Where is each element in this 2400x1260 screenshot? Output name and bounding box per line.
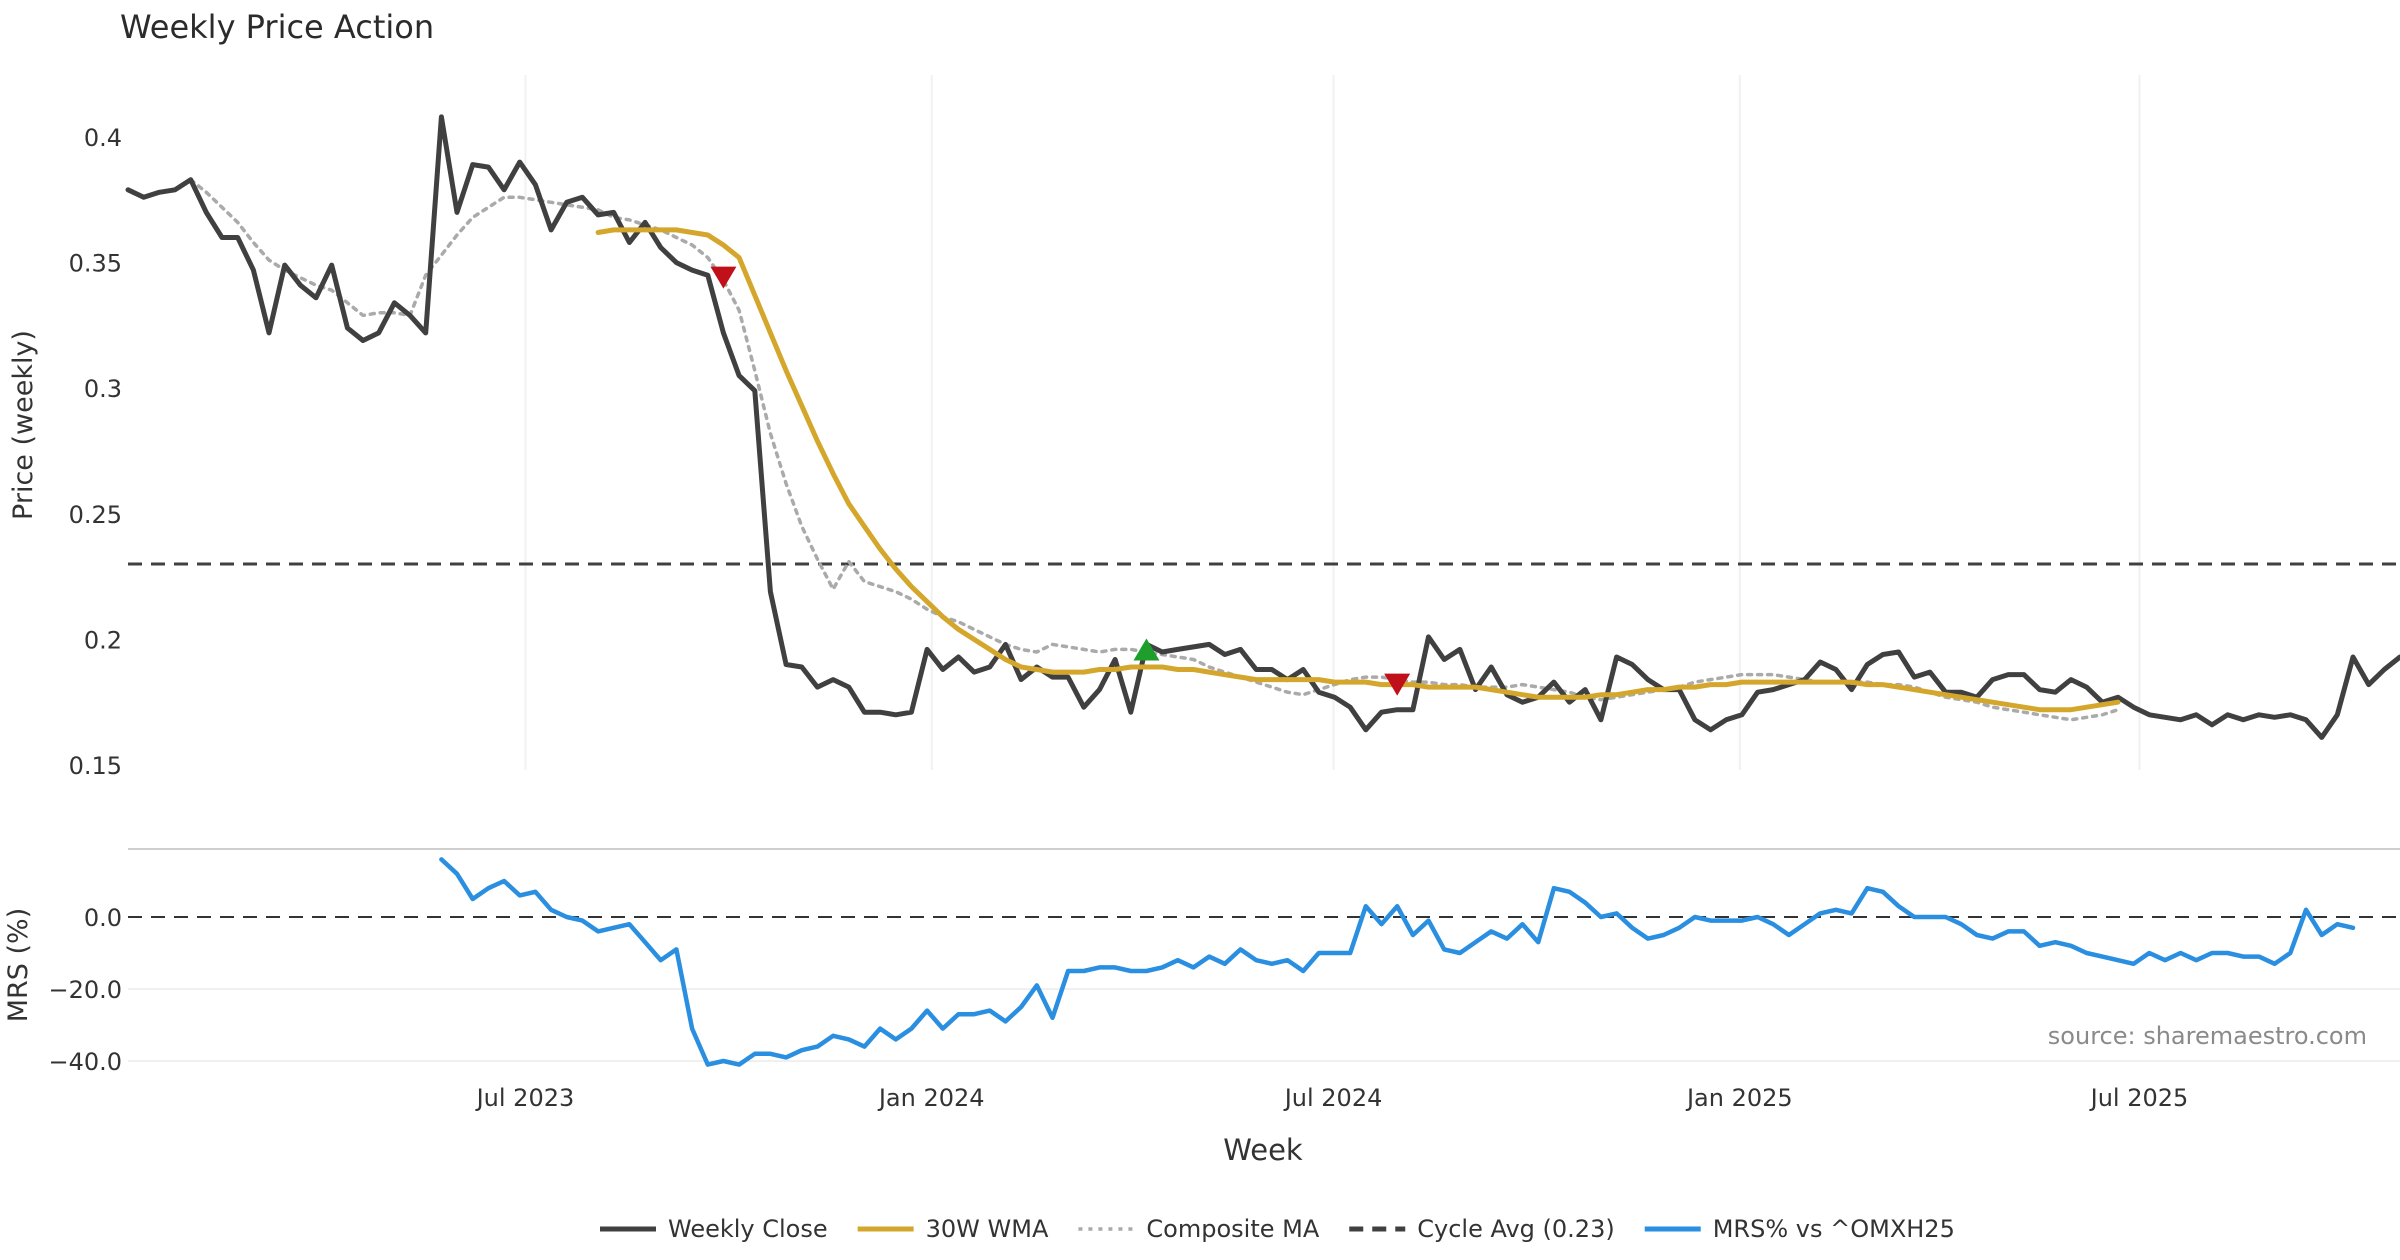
x-tick-label: Jul 2024 <box>1283 1084 1383 1112</box>
legend-label-weekly-close: Weekly Close <box>668 1215 828 1243</box>
legend-label-cycle-avg-0-23: Cycle Avg (0.23) <box>1417 1215 1614 1243</box>
wma-30w-line <box>595 227 2121 713</box>
x-tick-label: Jul 2025 <box>2089 1084 2189 1112</box>
y-tick-label: 0.4 <box>84 124 122 152</box>
top-y-ticks: 0.15 0.2 0.25 0.3 0.35 0.4 <box>69 124 122 780</box>
source-note: source: sharemaestro.com <box>2048 1022 2367 1050</box>
mrs-line <box>439 857 2356 1067</box>
y-axis-label-mrs: MRS (%) <box>3 908 34 1023</box>
legend-label-composite-ma: Composite MA <box>1146 1215 1319 1243</box>
y-tick-label: 0.35 <box>69 250 122 278</box>
y-tick-label: 0.15 <box>69 752 122 780</box>
bottom-y-ticks: 0.0 −20.0 −40.0 <box>48 904 122 1076</box>
grid-lines <box>128 75 2400 1062</box>
x-tick-label: Jan 2025 <box>1685 1084 1793 1112</box>
series-layer <box>125 114 2400 1067</box>
composite-ma-line <box>188 177 2120 722</box>
y-axis-label-price: Price (weekly) <box>8 330 39 520</box>
x-ticks: Jul 2023 Jan 2024 Jul 2024 Jan 2025 Jul 2025 <box>475 1084 2189 1112</box>
x-tick-label: Jan 2024 <box>877 1084 985 1112</box>
legend-label-30w-wma: 30W WMA <box>926 1215 1049 1243</box>
signal-markers <box>710 266 1411 696</box>
y-tick-label: 0.25 <box>69 501 122 529</box>
weekly-close-line <box>125 114 2400 740</box>
y-tick-label: −40.0 <box>48 1048 122 1076</box>
x-axis-label: Week <box>1223 1133 1303 1167</box>
y-tick-label: 0.0 <box>84 904 122 932</box>
chart-title: Weekly Price Action <box>120 8 434 46</box>
y-tick-label: 0.3 <box>84 375 122 403</box>
y-tick-label: −20.0 <box>48 976 122 1004</box>
sell-signal-marker <box>710 266 737 289</box>
y-tick-label: 0.2 <box>84 626 122 654</box>
buy-signal-marker <box>1133 638 1160 661</box>
x-tick-label: Jul 2023 <box>475 1084 575 1112</box>
legend-label-mrs-vs-omxh25: MRS% vs ^OMXH25 <box>1713 1215 1955 1243</box>
sell-signal-marker <box>1384 673 1411 696</box>
legend: Weekly Close 30W WMA Composite MA Cycle Avg… <box>600 1215 1955 1243</box>
